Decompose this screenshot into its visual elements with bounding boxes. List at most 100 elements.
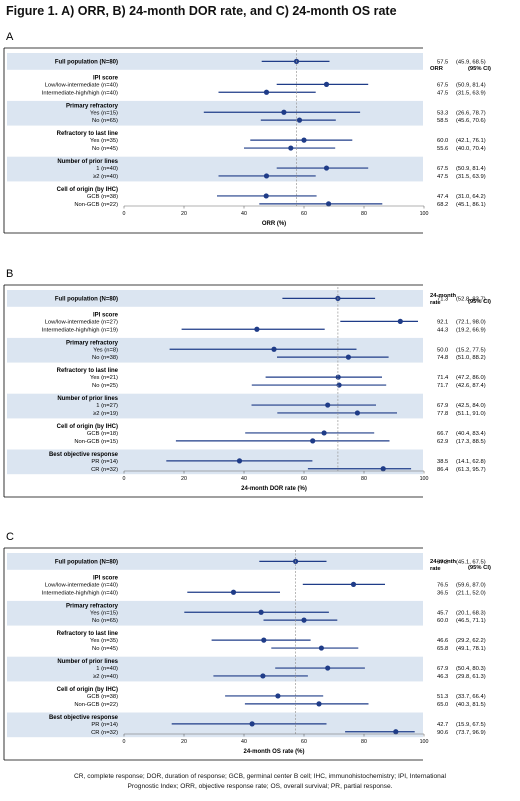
estimate-value: 90.6 — [437, 730, 448, 736]
estimate-value: 68.2 — [437, 202, 448, 208]
estimate-value: 67.5 — [437, 82, 448, 88]
point-estimate — [275, 693, 281, 699]
subgroup-label: Intermediate-high/high (n=19) — [42, 327, 118, 333]
x-tick-label: 0 — [123, 739, 126, 745]
panel-c-letter: C — [6, 531, 14, 543]
x-tick-label: 20 — [181, 211, 187, 217]
estimate-value: 46.3 — [437, 674, 448, 680]
group-title: Number of prior lines — [57, 396, 118, 402]
x-tick-label: 80 — [361, 739, 367, 745]
group-band — [7, 53, 423, 70]
point-estimate — [271, 346, 277, 352]
subgroup-label: No (n=45) — [92, 146, 118, 152]
x-tick-label: 60 — [301, 476, 307, 482]
subgroup-label: Low/low-intermediate (n=27) — [45, 319, 118, 325]
point-estimate — [310, 438, 316, 444]
ci-value: (26.6, 78.7) — [456, 110, 486, 116]
point-estimate — [336, 382, 342, 388]
estimate-value: 45.7 — [437, 610, 448, 616]
estimate-value: 38.5 — [437, 459, 448, 465]
estimate-value: 44.3 — [437, 327, 448, 333]
col-header-estimate: rate — [430, 566, 441, 572]
subgroup-label: Yes (n=35) — [90, 138, 118, 144]
figure-footnote: CR, complete response; DOR, duration of … — [0, 772, 520, 792]
estimate-value: 46.6 — [437, 638, 448, 644]
estimate-value: 71.4 — [437, 375, 449, 381]
subgroup-label: 1 (n=27) — [96, 403, 118, 409]
ci-value: (14.1, 62.8) — [456, 459, 486, 465]
point-estimate — [326, 201, 332, 207]
subgroup-label: CR (n=32) — [91, 730, 118, 736]
group-band — [7, 712, 423, 738]
x-tick-label: 100 — [420, 739, 429, 745]
group-title: Refractory to last line — [57, 631, 119, 637]
group-title: Best objective response — [49, 452, 119, 458]
ci-value: (45.6, 70.6) — [456, 118, 486, 124]
estimate-value: 74.8 — [437, 355, 448, 361]
estimate-value: 71.3 — [437, 296, 448, 302]
col-header-estimate: 24-month — [430, 559, 457, 565]
x-tick-label: 60 — [301, 739, 307, 745]
x-axis-label: ORR (%) — [262, 221, 286, 227]
estimate-value: 36.5 — [437, 590, 448, 596]
group-band — [7, 100, 423, 126]
point-estimate — [263, 173, 270, 179]
subgroup-label: ≥2 (n=19) — [93, 411, 118, 417]
ci-value: (15.2, 77.5) — [456, 347, 486, 353]
ci-value: (59.6, 87.0) — [456, 582, 486, 588]
ci-value: (17.3, 88.5) — [456, 439, 486, 445]
group-band — [7, 553, 423, 570]
footnote-line-1: CR, complete response; DOR, duration of … — [74, 773, 446, 780]
ci-value: (31.5, 63.9) — [456, 90, 486, 96]
col-header-ci: (95% CI) — [468, 66, 491, 72]
group-title: IPI score — [93, 575, 119, 581]
subgroup-label: Non-GCB (n=22) — [74, 702, 118, 708]
x-tick-label: 100 — [420, 211, 429, 217]
panel-b-letter: B — [6, 268, 13, 280]
ci-value: (51.0, 88.2) — [456, 355, 486, 361]
subgroup-label: No (n=65) — [92, 118, 118, 124]
estimate-value: 47.5 — [437, 174, 448, 180]
subgroup-label: 1 (n=40) — [96, 166, 118, 172]
group-title: Cell of origin (by IHC) — [57, 424, 118, 430]
ci-value: (50.9, 81.4) — [456, 166, 486, 172]
group-title: Cell of origin (by IHC) — [57, 687, 118, 693]
ci-value: (46.5, 71.1) — [456, 618, 486, 624]
subgroup-label: Yes (n=8) — [93, 347, 118, 353]
subgroup-label: No (n=25) — [92, 383, 118, 389]
subgroup-label: No (n=38) — [92, 355, 118, 361]
group-title: Primary refractory — [66, 340, 119, 346]
subgroup-label: GCB (n=18) — [87, 431, 118, 437]
subgroup-label: PR (n=14) — [91, 722, 118, 728]
ci-value: (45.1, 86.1) — [456, 202, 486, 208]
ci-value: (45.9, 68.5) — [456, 59, 486, 65]
ci-value: (45.1, 67.5) — [456, 559, 486, 565]
point-estimate — [254, 326, 260, 332]
ci-value: (72.1, 98.0) — [456, 319, 486, 325]
ci-value: (47.2, 86.0) — [456, 375, 486, 381]
x-tick-label: 40 — [241, 476, 247, 482]
point-estimate — [323, 81, 330, 87]
subgroup-label: Non-GCB (n=15) — [74, 439, 118, 445]
point-estimate — [230, 589, 237, 595]
group-band — [7, 600, 423, 626]
subgroup-label: PR (n=14) — [91, 459, 118, 465]
x-axis-label: 24-month OS rate (%) — [243, 749, 304, 755]
group-title: Full population (N=80) — [55, 59, 118, 65]
estimate-value: 42.7 — [437, 722, 448, 728]
group-title: Best objective response — [49, 715, 119, 721]
group-title: Refractory to last line — [57, 368, 119, 374]
ci-value: (20.1, 68.3) — [456, 610, 486, 616]
ci-value: (29.8, 61.3) — [456, 674, 486, 680]
point-estimate — [301, 617, 307, 623]
subgroup-label: CR (n=32) — [91, 467, 118, 473]
point-estimate — [258, 609, 264, 615]
x-tick-label: 20 — [181, 739, 187, 745]
estimate-value: 71.7 — [437, 383, 448, 389]
x-tick-label: 40 — [241, 739, 247, 745]
group-title: Number of prior lines — [57, 659, 118, 665]
subgroup-label: Low/low-intermediate (n=40) — [45, 82, 118, 88]
ci-value: (19.2, 66.9) — [456, 327, 486, 333]
estimate-value: 66.7 — [437, 431, 448, 437]
ci-value: (31.0, 64.2) — [456, 194, 486, 200]
